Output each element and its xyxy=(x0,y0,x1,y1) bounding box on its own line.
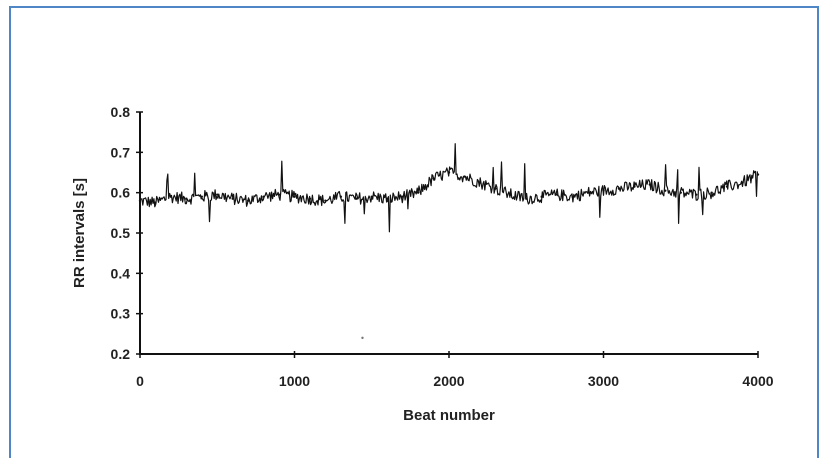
rr-data-point xyxy=(355,197,358,200)
stray-dot xyxy=(361,336,364,340)
rr-data-point xyxy=(602,189,605,192)
x-tick-label: 4000 xyxy=(742,373,773,389)
rr-data-point xyxy=(648,183,652,186)
x-axis-title: Beat number xyxy=(403,407,495,424)
rr-data-point xyxy=(695,193,698,196)
rr-data-point xyxy=(277,193,281,196)
rr-data-point xyxy=(664,189,667,192)
rr-data-point xyxy=(154,201,157,204)
rr-data-point xyxy=(555,193,559,196)
rr-series-line xyxy=(139,143,758,233)
rr-data-point xyxy=(679,191,682,194)
y-tick-label: 0.8 xyxy=(111,104,131,120)
rr-data-point xyxy=(216,193,219,196)
y-tick-label: 0.7 xyxy=(111,144,131,160)
rr-data-point xyxy=(525,197,528,200)
rr-data-point xyxy=(571,195,574,198)
rr-data-point xyxy=(741,181,744,184)
rr-data-point xyxy=(200,195,203,198)
rr-data-point xyxy=(262,195,265,198)
rr-data-point xyxy=(478,181,482,184)
axes xyxy=(139,112,758,355)
x-tick-label: 0 xyxy=(136,373,144,389)
y-tick-label: 0.4 xyxy=(111,265,131,281)
rr-data-point xyxy=(617,187,621,190)
rr-data-point xyxy=(447,171,451,174)
y-tick-label: 0.2 xyxy=(111,346,131,362)
rr-data-point xyxy=(432,177,435,180)
rr-data-point xyxy=(756,173,760,176)
figure-frame xyxy=(9,6,819,458)
rr-data-point xyxy=(633,185,636,188)
rr-data-point xyxy=(339,195,343,198)
rr-data-point xyxy=(231,197,234,200)
y-tick-label: 0.3 xyxy=(111,306,131,322)
rr-data-point xyxy=(494,187,497,190)
rr-data-point xyxy=(540,195,543,198)
rr-data-point xyxy=(509,193,512,196)
x-tick-label: 1000 xyxy=(279,373,310,389)
rr-data-point xyxy=(293,195,296,198)
rr-data-point xyxy=(169,195,173,198)
rr-data-point xyxy=(185,197,188,200)
rr-data-point xyxy=(370,195,373,198)
x-tick-label: 2000 xyxy=(433,373,464,389)
series-layer xyxy=(138,143,760,340)
rr-data-point xyxy=(463,175,466,178)
y-tick-label: 0.6 xyxy=(111,185,131,201)
axis-ticks: 0.2 0.3 0.4 0.5 0.6 0.7 0.8 0 1000 2000 3000 4000 xyxy=(111,104,774,389)
rr-data-point xyxy=(725,185,729,188)
x-tick-label: 3000 xyxy=(588,373,619,389)
rr-data-point xyxy=(308,197,312,200)
y-tick-label: 0.5 xyxy=(111,225,131,241)
rr-data-point xyxy=(416,191,420,194)
rr-data-point xyxy=(401,195,404,198)
rr-data-point xyxy=(246,199,250,202)
rr-data-point xyxy=(710,191,713,194)
y-axis-title: RR intervals [s] xyxy=(71,178,88,288)
rr-data-point xyxy=(386,197,389,200)
rr-data-point xyxy=(324,199,327,202)
rr-data-point xyxy=(138,199,142,202)
rr-data-point xyxy=(586,191,590,194)
